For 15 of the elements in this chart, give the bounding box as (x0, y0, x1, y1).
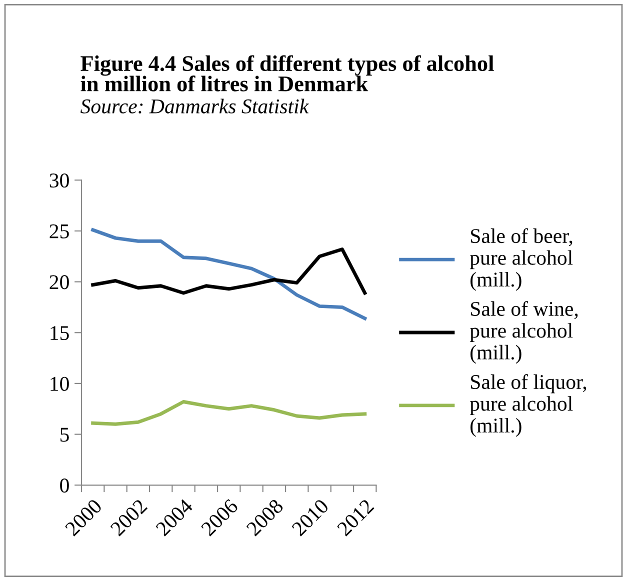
line-series (91, 400, 367, 426)
source-note: Source: Danmarks Statistik (80, 98, 309, 114)
y-tick-label: 15 (50, 326, 69, 340)
chart-title: Figure 4.4 Sales of different types of alcohol in million of litres in Denmark (80, 55, 494, 92)
y-tick-label: 10 (50, 376, 69, 391)
legend-label: Sale of liquor, pure alcohol (mill.) (470, 374, 586, 437)
y-tick-label: 0 (60, 478, 69, 493)
y-tick-label: 20 (50, 275, 69, 290)
y-tick-label: 5 (60, 428, 69, 442)
y-tick-label: 30 (50, 173, 69, 188)
y-tick-label: 25 (50, 224, 69, 238)
legend-label: Sale of beer, pure alcohol (mill.) (470, 228, 573, 291)
line-series (91, 248, 367, 295)
legend-label: Sale of wine, pure alcohol (mill.) (470, 301, 578, 364)
line-series (91, 228, 367, 320)
